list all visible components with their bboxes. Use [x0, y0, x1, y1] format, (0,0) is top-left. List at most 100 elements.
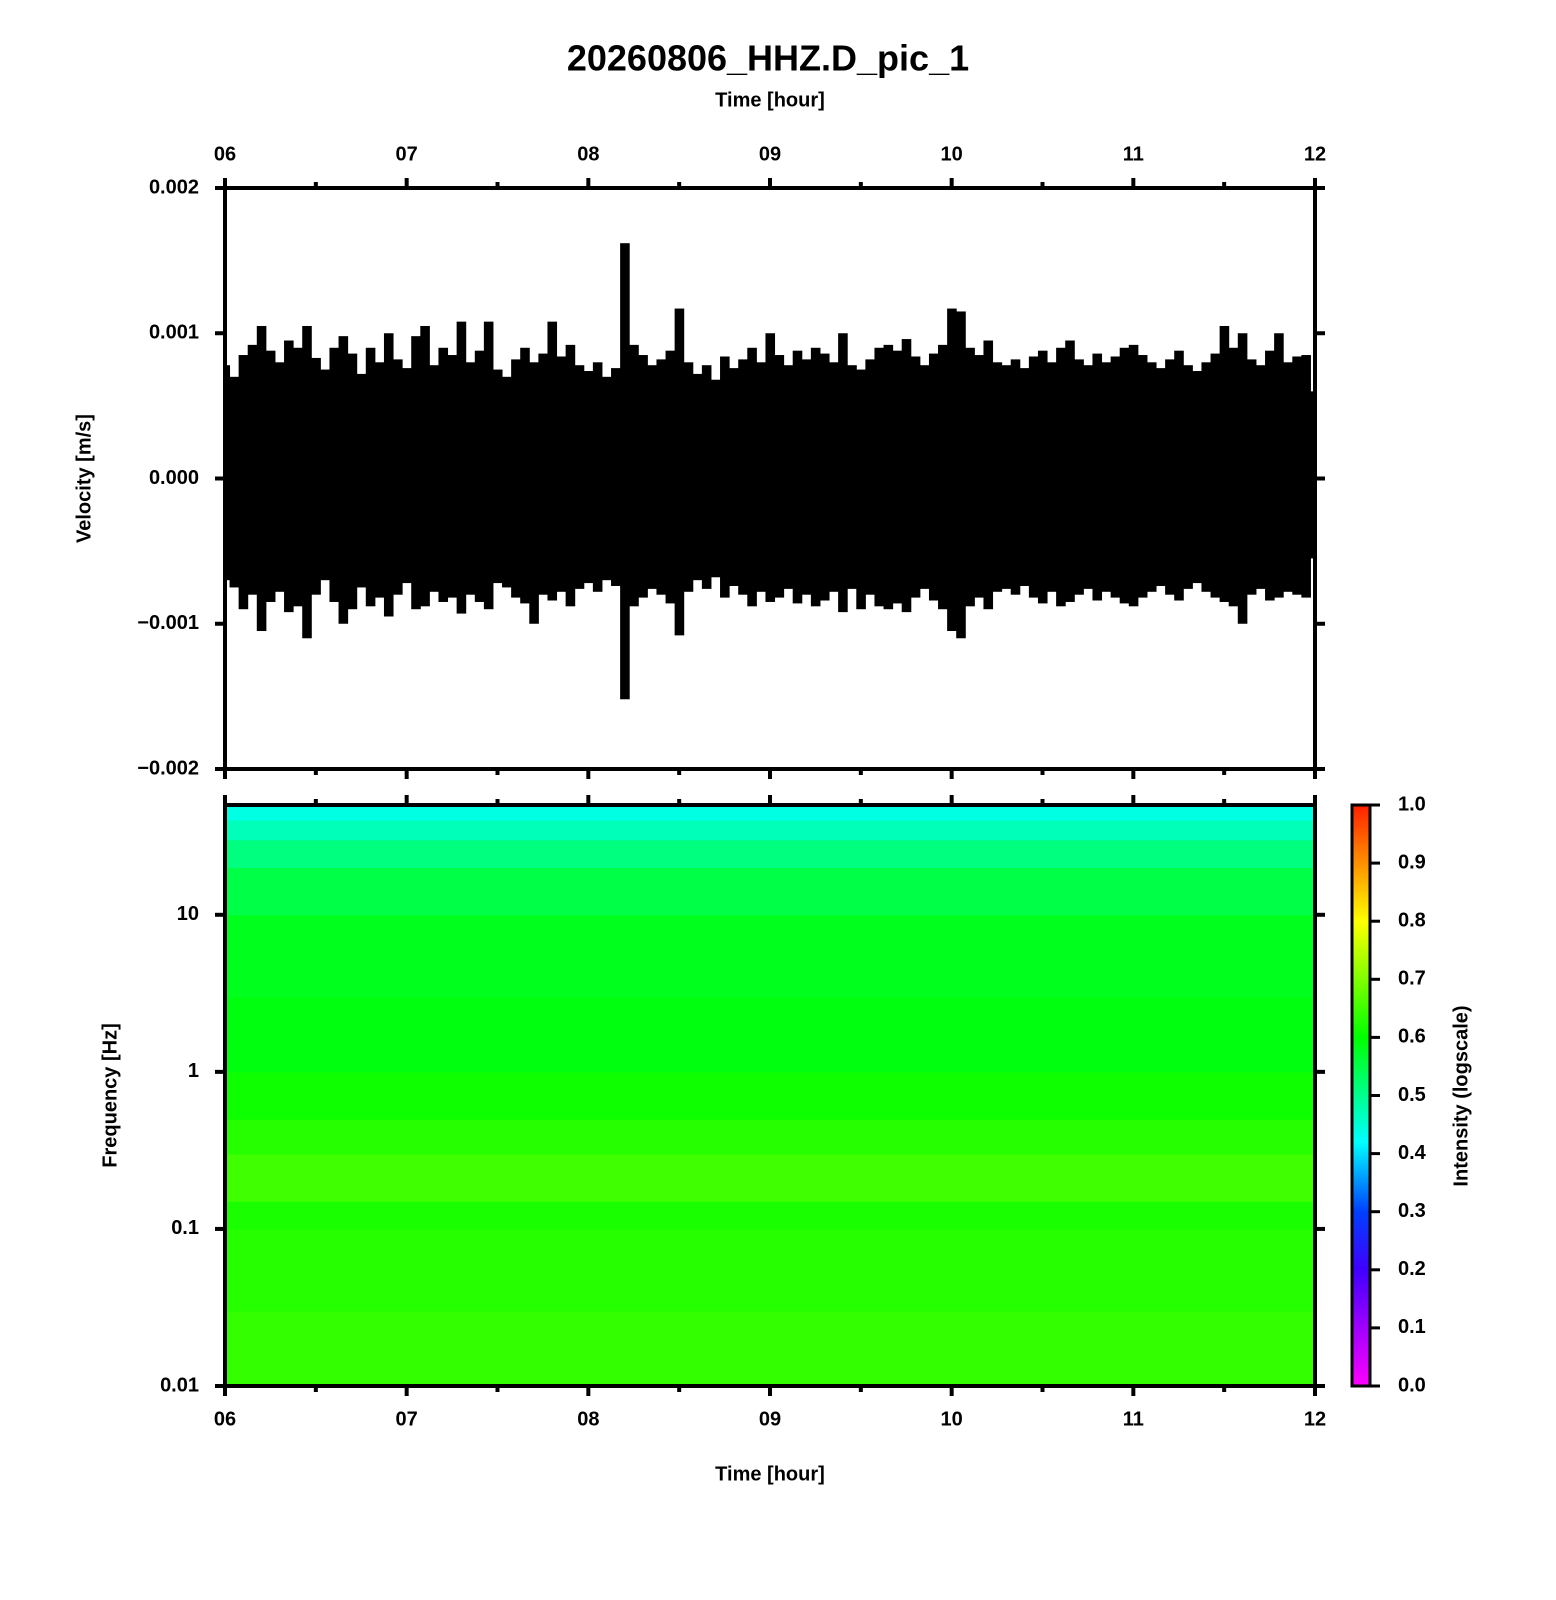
waveform-sample [311, 357, 321, 595]
waveform-sample [1146, 362, 1157, 592]
waveform-sample [620, 243, 630, 700]
spectrogram-band [225, 820, 1315, 841]
waveform-sample [1165, 359, 1175, 595]
waveform-sample [638, 355, 648, 598]
y-tick-label: 0.01 [160, 1374, 199, 1396]
waveform-sample [429, 365, 439, 592]
waveform-sample [701, 365, 712, 589]
y-tick-label: −0.002 [137, 757, 199, 779]
waveform-sample [256, 325, 267, 632]
waveform-sample [629, 344, 639, 607]
colorbar-tick-label: 0.8 [1398, 909, 1426, 931]
waveform-sample [1119, 347, 1130, 604]
waveform-sample [1074, 359, 1084, 595]
waveform-sample [293, 347, 303, 607]
waveform-sample [356, 373, 367, 588]
waveform-sample [1101, 362, 1112, 592]
waveform-sample [1137, 355, 1148, 598]
spectrogram-band [225, 914, 1315, 998]
waveform-sample [1010, 359, 1021, 595]
x-tick-label: 10 [941, 1408, 963, 1430]
waveform-sample [901, 339, 912, 613]
x-tick-label: 08 [577, 1408, 599, 1430]
waveform-sample [783, 365, 794, 589]
colorbar-tick-label: 0.5 [1398, 1084, 1426, 1106]
spectrogram-band [225, 867, 1315, 916]
waveform-sample [338, 336, 349, 624]
x-tick-label: 12 [1304, 143, 1326, 165]
waveform-sample [302, 325, 312, 639]
y-axis-label: Frequency [Hz] [99, 1023, 121, 1167]
waveform-sample [1092, 353, 1103, 601]
colorbar-tick-label: 0.0 [1398, 1374, 1426, 1396]
waveform-sample [556, 356, 567, 592]
waveform-sample [1128, 344, 1139, 607]
spectrogram-band [225, 805, 1315, 821]
waveform-sample [1192, 371, 1202, 584]
waveform-sample [411, 336, 421, 610]
waveform-sample [502, 376, 512, 588]
colorbar-tick-label: 0.6 [1398, 1026, 1426, 1048]
waveform-sample [565, 344, 576, 607]
waveform-sample [765, 333, 776, 602]
waveform-sample [492, 369, 503, 584]
spectrogram-band [225, 1228, 1315, 1312]
waveform-sample [1219, 325, 1230, 602]
x-axis-label: Time [hour] [715, 89, 825, 111]
waveform-sample [819, 353, 830, 601]
waveform-sample [1183, 365, 1193, 589]
waveform-sample [383, 333, 394, 617]
spectrogram-band [225, 839, 1315, 869]
plot-area [225, 243, 1315, 700]
waveform-sample [1065, 340, 1075, 602]
waveform-sample [874, 347, 885, 607]
waveform-sample [1283, 362, 1293, 592]
waveform-sample [692, 373, 703, 581]
spectrogram-band [225, 996, 1315, 1073]
waveform-sample [402, 368, 412, 584]
waveform-sample [992, 362, 1003, 592]
waveform-sample [574, 365, 585, 589]
y-tick-label: 1 [188, 1060, 199, 1082]
waveform-sample [1246, 359, 1257, 595]
waveform-sample [529, 362, 539, 624]
waveform-sample [1028, 356, 1039, 598]
waveform-sample [1237, 333, 1248, 624]
waveform-sample [1201, 362, 1212, 592]
waveform-sample [883, 344, 894, 610]
x-tick-label: 12 [1304, 1408, 1326, 1430]
waveform-sample [965, 347, 975, 607]
waveform-sample [1274, 333, 1284, 598]
colorbar-tick-label: 0.3 [1398, 1200, 1426, 1222]
y-tick-label: −0.001 [137, 612, 199, 634]
waveform-sample [1301, 355, 1311, 598]
x-tick-label: 07 [396, 143, 418, 165]
waveform-sample [456, 321, 467, 614]
spectrogram-band [225, 1153, 1315, 1202]
colorbar-tick-label: 0.9 [1398, 851, 1426, 873]
waveform-sample [347, 353, 358, 610]
waveform-sample [747, 347, 757, 607]
waveform-sample [474, 350, 485, 602]
waveform-sample [774, 355, 785, 598]
waveform-sample [601, 376, 612, 581]
x-tick-label: 10 [941, 143, 963, 165]
waveform-sample [647, 365, 657, 589]
spectrogram-band [225, 1071, 1315, 1120]
waveform-sample [1255, 365, 1266, 589]
waveform-sample [420, 325, 430, 607]
waveform-sample [1110, 356, 1121, 598]
waveform-sample [865, 359, 875, 595]
waveform-sample [1310, 391, 1315, 559]
waveform-sample [956, 311, 966, 639]
waveform-sample [847, 365, 857, 589]
y-tick-label: 0.001 [149, 322, 199, 344]
plot-area [225, 805, 1315, 1386]
spectrogram-band [225, 1201, 1315, 1230]
y-axis-label: Velocity [m/s] [73, 414, 95, 543]
waveform-sample [1292, 356, 1302, 595]
waveform-sample [374, 362, 385, 598]
waveform-sample [720, 356, 730, 598]
waveform-sample [1019, 368, 1030, 586]
waveform-sample [683, 362, 694, 592]
